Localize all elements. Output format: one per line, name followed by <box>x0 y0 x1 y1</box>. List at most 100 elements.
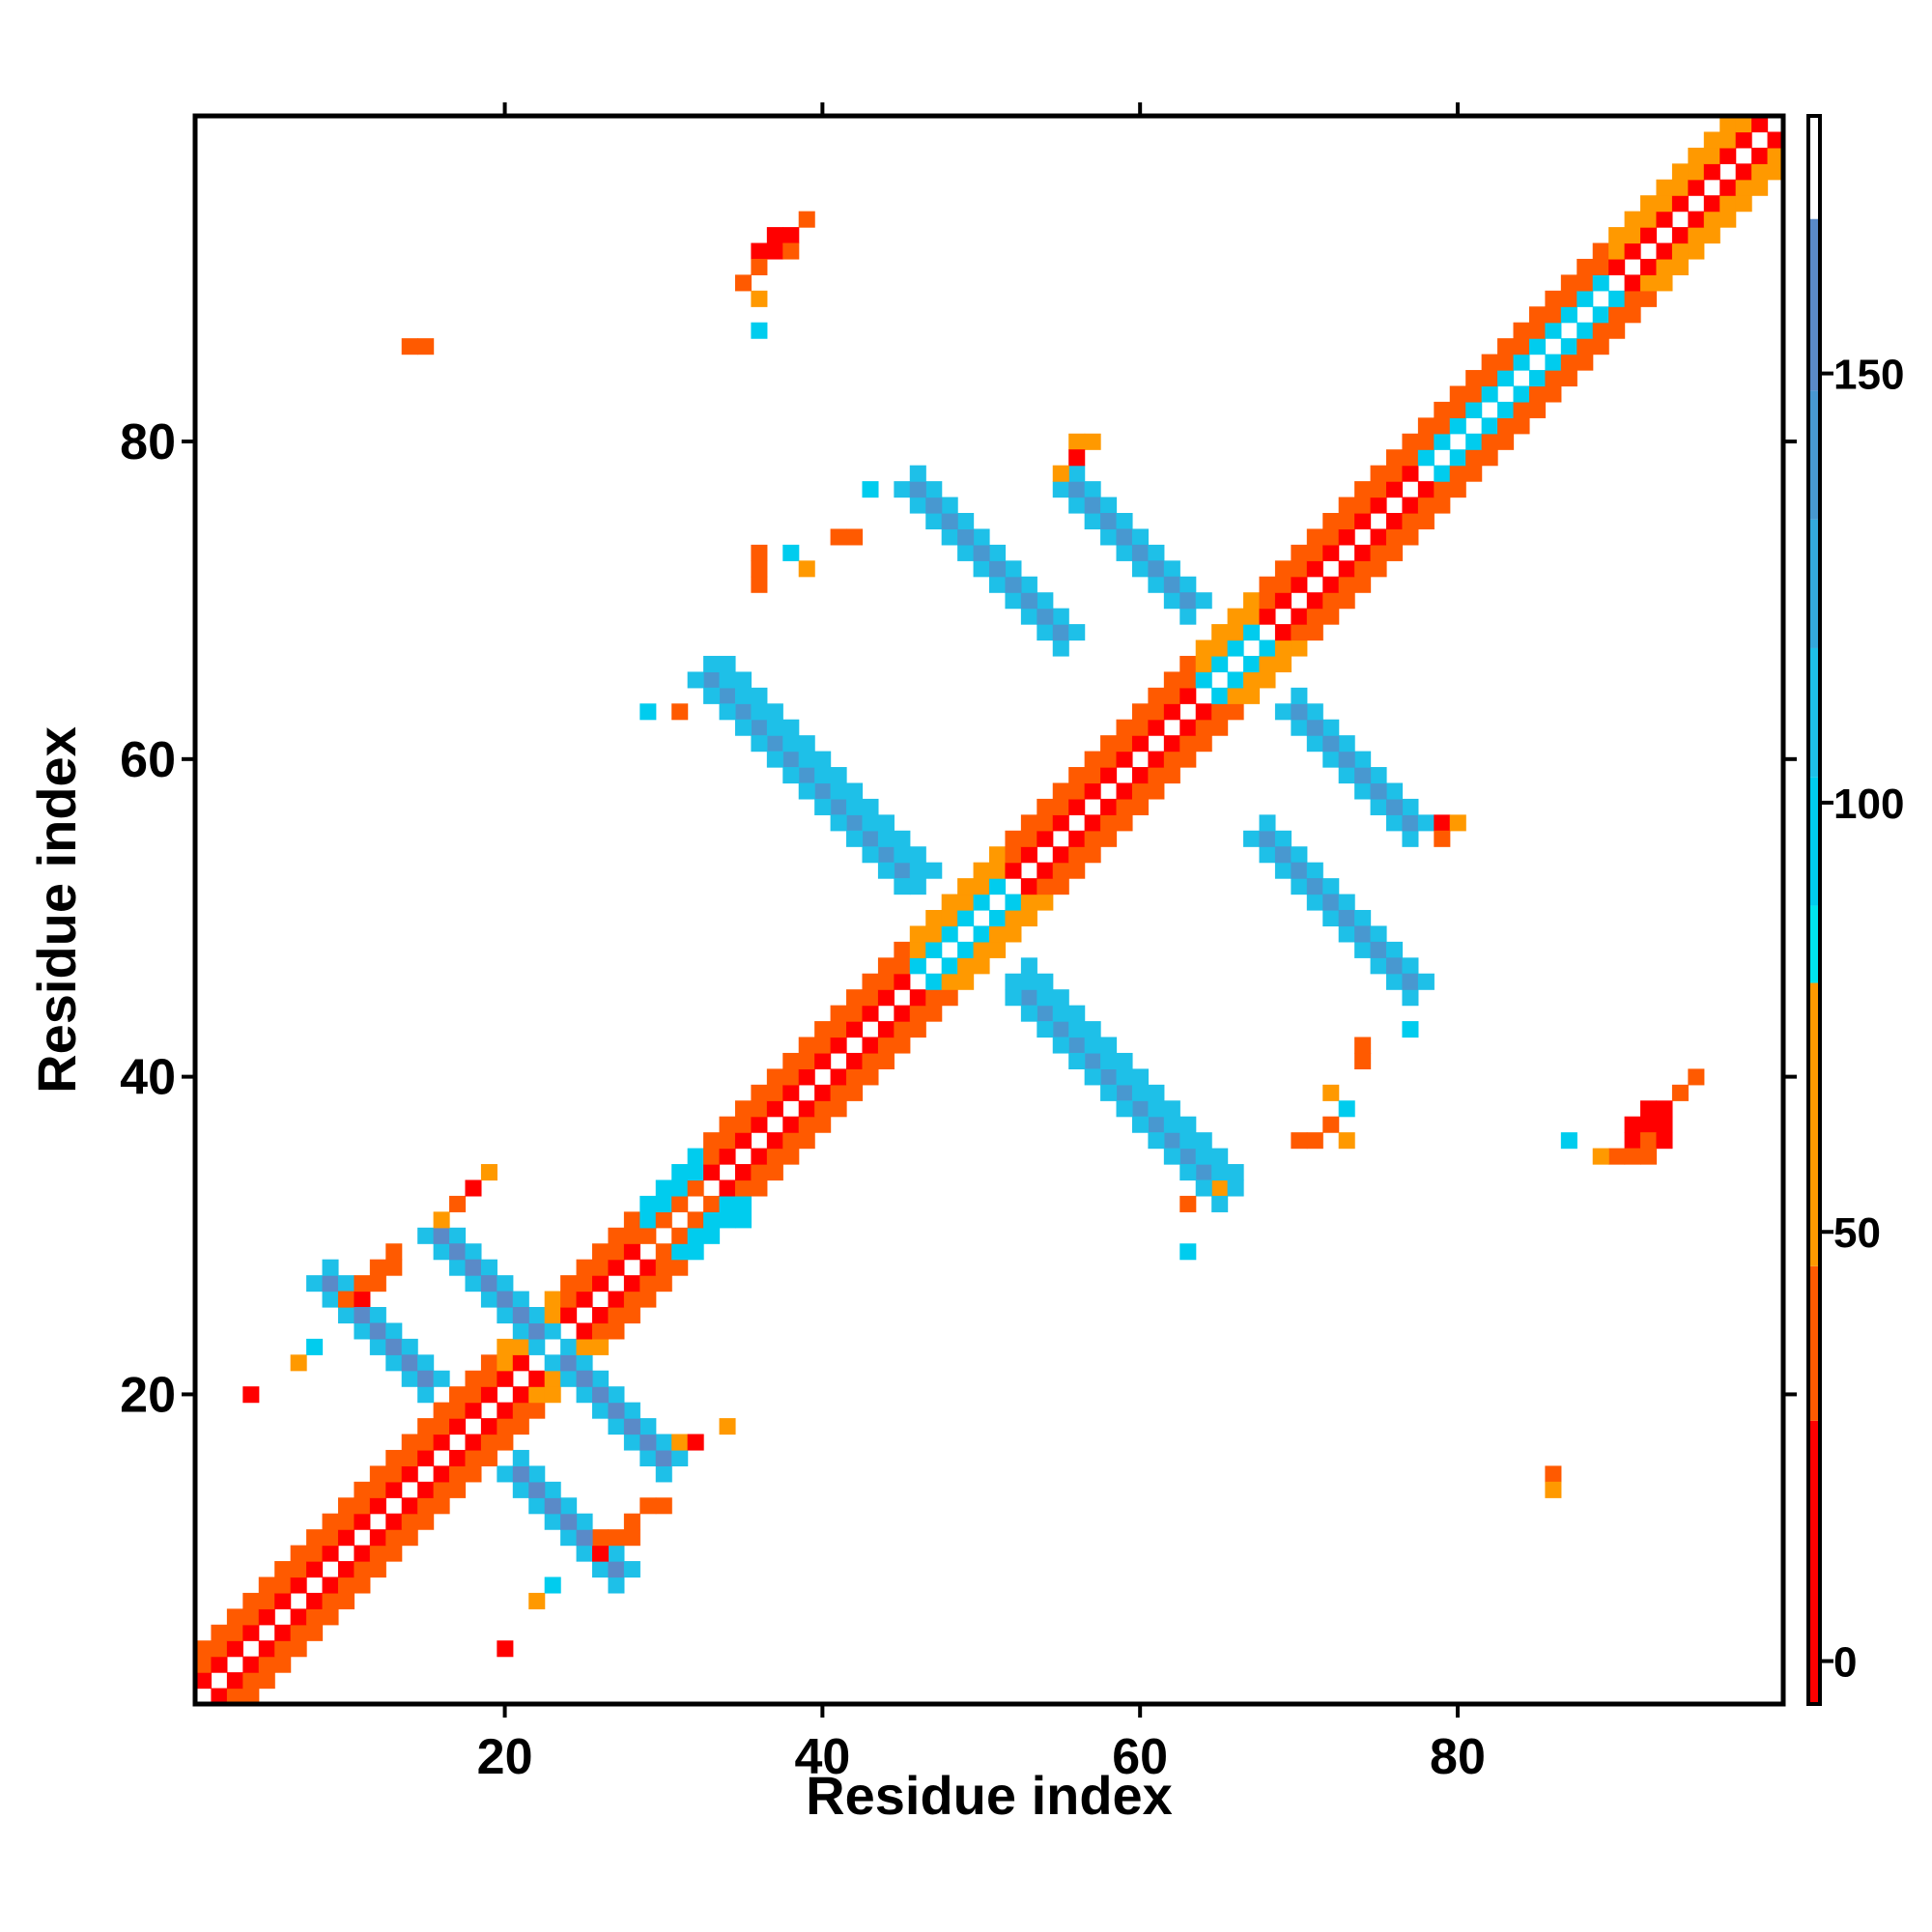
heatmap-cell <box>1338 560 1355 578</box>
heatmap-cell <box>957 973 975 990</box>
heatmap-cell <box>1322 719 1340 736</box>
heatmap-cell <box>1148 1100 1165 1118</box>
heatmap-cell <box>512 1481 529 1498</box>
heatmap-cell <box>719 1195 736 1212</box>
heatmap-cell <box>941 497 958 514</box>
heatmap-cell <box>1703 195 1720 213</box>
heatmap-cell <box>1116 798 1133 815</box>
heatmap-cell <box>544 1322 561 1340</box>
heatmap-cell <box>1131 560 1149 578</box>
heatmap-cell <box>1243 624 1261 641</box>
heatmap-cell <box>1354 941 1372 958</box>
heatmap-cell <box>1179 751 1197 768</box>
heatmap-cell <box>560 1338 578 1355</box>
heatmap-cell <box>1179 1116 1197 1133</box>
heatmap-cell <box>973 560 990 578</box>
heatmap-cell <box>1148 544 1165 561</box>
heatmap-cell <box>973 894 990 911</box>
heatmap-cell <box>1068 1037 1086 1054</box>
heatmap-cell <box>1608 306 1626 324</box>
heatmap-cell <box>782 1132 800 1150</box>
heatmap-cell <box>497 1434 514 1451</box>
heatmap-cell <box>719 1418 736 1435</box>
heatmap-cell <box>751 735 768 753</box>
heatmap-cell <box>1608 1148 1626 1165</box>
heatmap-cell <box>862 1068 879 1086</box>
heatmap-cell <box>1354 1052 1372 1069</box>
heatmap-cell <box>465 1259 482 1276</box>
heatmap-cell <box>417 1481 435 1498</box>
heatmap-cell <box>1624 306 1641 324</box>
heatmap-cell <box>1513 338 1530 355</box>
heatmap-cell <box>989 910 1007 927</box>
heatmap-cell <box>1354 544 1372 561</box>
heatmap-cell <box>623 1275 640 1293</box>
heatmap-cell <box>639 1275 657 1293</box>
heatmap-cell <box>337 1577 355 1594</box>
heatmap-cell <box>639 1449 657 1466</box>
heatmap-cell <box>909 846 926 864</box>
heatmap-cell <box>1211 1195 1229 1212</box>
heatmap-cell <box>862 830 879 847</box>
heatmap-cell <box>1291 1132 1308 1150</box>
heatmap-cell <box>608 1386 625 1404</box>
heatmap-cell <box>1656 195 1673 213</box>
heatmap-cell <box>449 1465 467 1483</box>
heatmap-cell <box>1688 211 1705 228</box>
heatmap-cell <box>1306 608 1323 625</box>
heatmap-cell <box>1195 639 1212 657</box>
heatmap-cell <box>1577 258 1594 275</box>
heatmap-cell <box>242 1688 260 1705</box>
heatmap-cell <box>1116 1068 1133 1086</box>
heatmap-cell <box>608 1577 625 1594</box>
heatmap-cell <box>1338 1132 1355 1150</box>
heatmap-cell <box>1370 767 1387 784</box>
heatmap-cell <box>465 1402 482 1419</box>
heatmap-cell <box>751 1084 768 1101</box>
heatmap-cell <box>1020 830 1037 847</box>
heatmap-cell <box>894 878 911 895</box>
heatmap-cell <box>401 338 418 355</box>
heatmap-cell <box>306 1624 324 1641</box>
heatmap-cell <box>1402 513 1419 530</box>
heatmap-cell <box>1291 576 1308 593</box>
heatmap-cell <box>719 1148 736 1165</box>
heatmap-cell <box>639 1418 657 1435</box>
heatmap-cell <box>1449 385 1466 403</box>
heatmap-cell <box>1163 592 1180 610</box>
heatmap-cell <box>1338 497 1355 514</box>
heatmap-cell <box>1767 147 1784 164</box>
heatmap-cell <box>1179 1148 1197 1165</box>
heatmap-cell <box>909 465 926 482</box>
heatmap-cell <box>1481 433 1498 450</box>
heatmap-cell <box>1640 1132 1658 1150</box>
heatmap-cell <box>1148 576 1165 593</box>
heatmap-cell <box>385 1259 403 1276</box>
heatmap-cell <box>608 1402 625 1419</box>
heatmap-cell <box>433 1243 450 1261</box>
heatmap-cell <box>528 1338 546 1355</box>
heatmap-cell <box>1195 735 1212 753</box>
heatmap-cell <box>671 1259 689 1276</box>
heatmap-cell <box>655 1211 672 1229</box>
heatmap-cell <box>1751 163 1769 181</box>
heatmap-cell <box>1417 449 1435 467</box>
heatmap-cell <box>1211 703 1229 721</box>
heatmap-cell <box>1068 798 1086 815</box>
heatmap-cell <box>544 1497 561 1515</box>
plot-frame <box>192 113 1786 1707</box>
heatmap-cell <box>1116 751 1133 768</box>
heatmap-cell <box>703 1132 721 1150</box>
heatmap-cell <box>449 1227 467 1244</box>
heatmap-cell <box>862 973 879 990</box>
heatmap-cell <box>1052 846 1069 864</box>
heatmap-cell <box>433 1418 450 1435</box>
heatmap-cell <box>1767 163 1784 181</box>
heatmap-cell <box>782 719 800 736</box>
heatmap-cell <box>195 1672 213 1690</box>
heatmap-cell <box>544 1354 561 1372</box>
heatmap-cell <box>1037 862 1054 879</box>
heatmap-cell <box>480 1291 497 1308</box>
heatmap-cell <box>862 481 879 498</box>
heatmap-cell <box>973 957 990 975</box>
